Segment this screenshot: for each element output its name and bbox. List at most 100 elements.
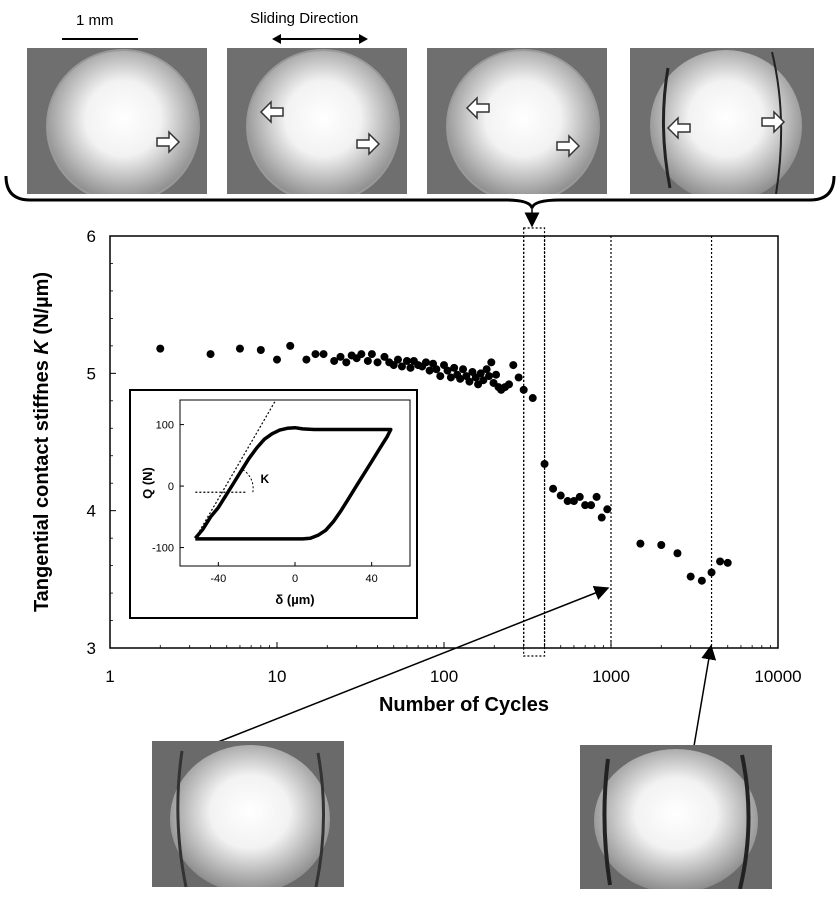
y-tick-label: 4: [87, 502, 96, 521]
data-point: [311, 350, 320, 359]
data-point: [556, 491, 565, 500]
data-point: [476, 369, 485, 378]
data-point: [425, 366, 434, 375]
data-point: [406, 363, 415, 372]
data-point: [509, 361, 518, 370]
data-point: [342, 358, 351, 367]
data-point: [421, 358, 430, 367]
data-point: [286, 341, 295, 350]
data-point: [592, 492, 601, 501]
data-point: [528, 394, 537, 403]
data-point: [206, 350, 215, 359]
y-tick-label: 6: [87, 227, 96, 246]
data-point: [482, 365, 491, 374]
data-point: [569, 497, 578, 506]
data-point: [373, 358, 382, 367]
data-point: [319, 350, 328, 359]
wear-photo-4: [630, 48, 814, 194]
inset-x-axis-label: δ (µm): [275, 592, 314, 607]
data-point: [707, 568, 716, 577]
x-tick-label: 1: [105, 667, 114, 686]
data-point: [716, 557, 725, 566]
scale-bar-label: 1 mm: [76, 12, 114, 29]
data-point: [459, 365, 468, 374]
angle-arc: [241, 468, 254, 493]
sliding-direction-arrow: [272, 34, 368, 44]
data-point: [393, 355, 402, 364]
inset-y-tick-label: 0: [168, 481, 174, 493]
x-tick-label: 100: [430, 667, 458, 686]
photo-1000-arrow: [217, 585, 610, 743]
y-axis-label: Tangential contact stiffnes K (N/µm): [31, 272, 53, 612]
x-tick-label: 1000: [592, 667, 630, 686]
data-point: [357, 350, 366, 359]
data-point: [397, 362, 406, 371]
data-point: [380, 352, 389, 361]
data-point: [450, 363, 459, 372]
data-point: [485, 372, 494, 381]
data-point: [465, 377, 474, 386]
data-point: [514, 373, 523, 382]
x-tick-label: 10000: [754, 667, 801, 686]
data-point: [235, 344, 244, 353]
wear-photo-4000-cycles: [580, 745, 772, 889]
data-point: [487, 358, 496, 367]
transition-box: [523, 227, 546, 657]
data-point: [673, 549, 682, 558]
data-point: [402, 356, 411, 365]
inset-x-tick-label: 40: [366, 573, 378, 585]
data-point: [581, 501, 590, 510]
inset-y-axis-label: Q (N): [140, 467, 155, 499]
data-point: [456, 374, 465, 383]
y-tick-label: 5: [87, 364, 96, 383]
data-point: [446, 373, 455, 382]
inset-x-tick-label: -40: [210, 573, 226, 585]
data-point: [575, 492, 584, 501]
data-point: [697, 576, 706, 585]
wear-photo-1000-cycles: [152, 741, 344, 887]
data-point: [657, 541, 666, 549]
data-point: [587, 501, 596, 510]
hysteresis-loop: [193, 425, 393, 541]
data-point: [367, 350, 376, 359]
scale-bar: [62, 38, 138, 40]
inset-y-tick-label: -100: [152, 543, 174, 555]
inset-k-label: K: [261, 472, 270, 486]
inset-x-tick-label: 0: [292, 573, 298, 585]
stiffness-tangent-line: [194, 399, 277, 539]
data-point: [443, 366, 452, 375]
data-point: [504, 380, 513, 389]
y-tick-label: 3: [87, 639, 96, 658]
inset-y-tick-label: 100: [156, 420, 174, 432]
data-point: [256, 345, 265, 354]
inset-chart: 100 0 -100 -40 0 40 δ (µm) Q (N) K: [129, 389, 418, 619]
data-point: [686, 572, 695, 581]
data-point: [302, 355, 311, 364]
data-point: [432, 365, 441, 374]
data-point: [540, 459, 549, 468]
data-point: [636, 539, 645, 548]
data-point: [156, 344, 165, 353]
data-point: [563, 497, 572, 506]
photo-4000-arrow: [693, 644, 717, 747]
wear-photo-1: [27, 48, 207, 194]
data-point: [549, 484, 558, 493]
data-point: [336, 352, 345, 361]
wear-photo-3: [427, 48, 607, 194]
data-point: [603, 505, 612, 514]
x-tick-label: 10: [268, 667, 287, 686]
data-point: [363, 356, 372, 365]
data-point: [330, 356, 339, 365]
data-point: [479, 376, 488, 385]
x-axis-label: Number of Cycles: [379, 694, 549, 716]
data-point: [273, 355, 281, 364]
data-point: [597, 513, 606, 522]
data-point: [492, 370, 501, 379]
data-point: [519, 385, 528, 394]
wear-photo-2: [227, 48, 407, 194]
sliding-direction-label: Sliding Direction: [250, 10, 359, 27]
data-point: [436, 372, 445, 381]
data-point: [723, 558, 732, 567]
data-point: [389, 361, 398, 370]
